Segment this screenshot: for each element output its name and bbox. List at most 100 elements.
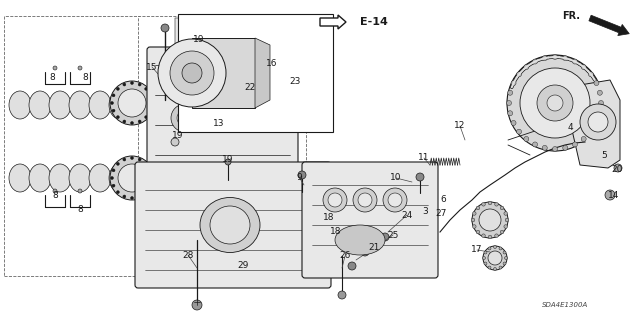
Circle shape [605, 190, 615, 200]
Circle shape [116, 191, 119, 194]
Circle shape [506, 100, 511, 106]
Text: 4: 4 [567, 123, 573, 132]
Ellipse shape [69, 164, 91, 192]
Circle shape [493, 246, 497, 249]
Circle shape [563, 145, 568, 150]
Circle shape [471, 218, 475, 222]
Circle shape [484, 262, 487, 265]
Circle shape [508, 111, 513, 116]
Ellipse shape [335, 225, 385, 255]
Circle shape [161, 24, 169, 32]
Circle shape [588, 112, 608, 132]
Text: 19: 19 [193, 35, 205, 44]
Circle shape [182, 63, 202, 83]
Circle shape [123, 158, 126, 161]
Circle shape [241, 104, 269, 132]
Circle shape [597, 90, 602, 95]
Circle shape [353, 188, 377, 212]
Text: 19: 19 [172, 130, 184, 139]
Circle shape [326, 214, 333, 221]
Circle shape [192, 300, 202, 310]
Circle shape [335, 227, 339, 233]
Text: 8: 8 [52, 190, 58, 199]
Text: 13: 13 [213, 118, 225, 128]
Circle shape [170, 51, 214, 95]
Circle shape [597, 111, 602, 116]
Ellipse shape [49, 91, 71, 119]
Circle shape [112, 94, 115, 97]
Circle shape [361, 248, 369, 256]
Circle shape [588, 129, 593, 134]
Text: 19: 19 [222, 154, 234, 164]
Polygon shape [572, 80, 620, 168]
Circle shape [131, 157, 134, 160]
Bar [4, 16, 139, 276]
Ellipse shape [69, 91, 91, 119]
Circle shape [483, 256, 486, 259]
Circle shape [328, 193, 342, 207]
Circle shape [503, 262, 506, 265]
Circle shape [594, 80, 599, 85]
Circle shape [348, 262, 356, 270]
Circle shape [282, 55, 288, 61]
Circle shape [483, 246, 507, 270]
Text: 28: 28 [182, 250, 194, 259]
Polygon shape [175, 18, 275, 48]
Circle shape [118, 89, 146, 117]
Text: 6: 6 [440, 196, 446, 204]
FancyBboxPatch shape [147, 47, 298, 168]
Circle shape [500, 206, 504, 210]
Circle shape [504, 225, 508, 228]
Circle shape [149, 94, 152, 97]
Circle shape [131, 122, 134, 124]
Text: 9: 9 [296, 173, 302, 182]
Ellipse shape [29, 91, 51, 119]
Text: 3: 3 [422, 207, 428, 217]
Circle shape [504, 256, 508, 259]
Circle shape [149, 169, 152, 172]
Circle shape [504, 212, 508, 215]
Circle shape [516, 129, 522, 134]
Circle shape [358, 193, 372, 207]
Text: E-14: E-14 [360, 17, 388, 27]
Circle shape [484, 251, 487, 254]
Circle shape [598, 100, 604, 106]
Circle shape [588, 72, 593, 77]
Circle shape [212, 74, 228, 90]
Circle shape [572, 59, 577, 64]
Circle shape [145, 162, 148, 165]
Circle shape [476, 206, 480, 210]
Circle shape [247, 74, 263, 90]
FancyArrow shape [320, 15, 346, 29]
Circle shape [495, 234, 499, 238]
Text: 5: 5 [601, 151, 607, 160]
Circle shape [110, 156, 154, 200]
Circle shape [247, 110, 263, 126]
Circle shape [581, 137, 586, 141]
Circle shape [338, 291, 346, 299]
Circle shape [581, 64, 586, 70]
Circle shape [138, 120, 141, 123]
Circle shape [505, 218, 509, 222]
Circle shape [145, 191, 148, 194]
Circle shape [123, 83, 126, 86]
Text: 25: 25 [387, 231, 399, 240]
Circle shape [158, 39, 226, 107]
Ellipse shape [109, 91, 131, 119]
Circle shape [131, 81, 134, 85]
Circle shape [482, 234, 485, 238]
Circle shape [298, 171, 306, 179]
Circle shape [532, 142, 538, 147]
Circle shape [572, 142, 577, 147]
Circle shape [123, 195, 126, 198]
Circle shape [171, 68, 199, 96]
Text: SDA4E1300A: SDA4E1300A [542, 302, 588, 308]
Circle shape [499, 266, 502, 269]
Circle shape [508, 90, 513, 95]
Circle shape [116, 116, 119, 119]
Polygon shape [255, 38, 270, 108]
Ellipse shape [29, 164, 51, 192]
Circle shape [547, 95, 563, 111]
Circle shape [532, 59, 538, 64]
Circle shape [123, 120, 126, 123]
